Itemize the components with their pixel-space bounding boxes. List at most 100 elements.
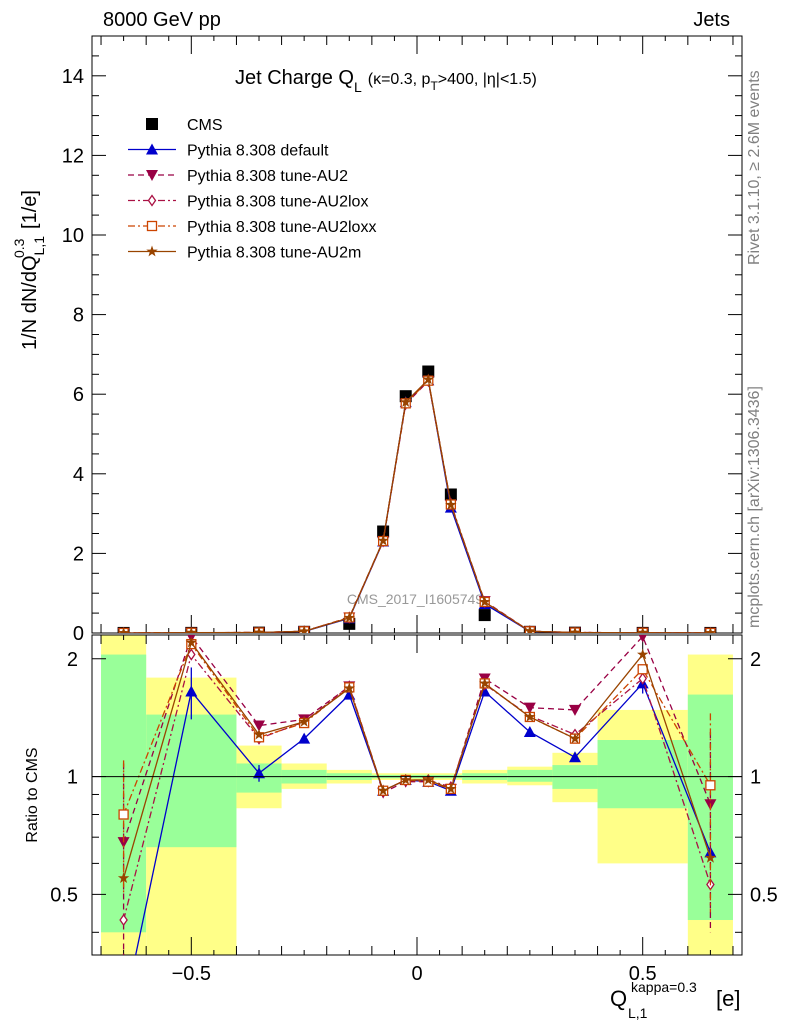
ratio-point-s4 bbox=[185, 636, 197, 648]
legend-label-5: Pythia 8.308 tune-AU2m bbox=[187, 245, 361, 262]
ratio-point-s4 bbox=[445, 782, 457, 794]
legend-marker-3 bbox=[147, 194, 157, 207]
main-y-axis-label: 1/N dN/dQL,10.3 [1/e] bbox=[11, 190, 47, 350]
main-point-s5 bbox=[524, 625, 536, 633]
ratio-point-s4 bbox=[569, 732, 581, 744]
energy-label: 8000 GeV pp bbox=[103, 9, 221, 31]
legend-marker-2 bbox=[146, 170, 158, 181]
main-series-layer bbox=[117, 365, 717, 633]
ratio-line-series-1 bbox=[122, 635, 712, 843]
title-sub-t: T bbox=[430, 79, 438, 93]
main-point-s0 bbox=[478, 609, 491, 622]
x-axis-label: Q L,1 kappa=0.3 [e] bbox=[610, 979, 740, 1021]
legend-label-2: Pythia 8.308 tune-AU2 bbox=[187, 168, 348, 185]
mcplots-label: mcplots.cern.ch [arXiv:1306.3436] bbox=[746, 386, 763, 628]
green-band-1 bbox=[146, 714, 237, 848]
main-axis-ticks: 0 2 4 6 8 10 12 14 bbox=[62, 35, 742, 645]
watermark: CMS_2017_I1605749 bbox=[347, 591, 483, 607]
main-y-tick-label: 14 bbox=[62, 66, 84, 88]
ratio-y-axis-label: Ratio to CMS bbox=[24, 747, 41, 842]
ratio-point-s0 bbox=[298, 732, 311, 744]
main-point-s5 bbox=[569, 626, 581, 633]
ratio-uncertainty-bands bbox=[101, 635, 733, 955]
main-point-s5 bbox=[253, 626, 265, 633]
main-point-s5 bbox=[343, 611, 355, 623]
main-y-tick-label: 12 bbox=[62, 145, 84, 167]
ratio-point-s4 bbox=[253, 728, 265, 740]
ratio-point-s4 bbox=[343, 682, 355, 694]
legend-marker-5 bbox=[146, 245, 158, 257]
svg-text:1/N dN/dQL,10.3 [1/e]: 1/N dN/dQL,10.3 [1/e] bbox=[11, 190, 47, 350]
legend-marker-4 bbox=[146, 220, 158, 232]
main-point-s5 bbox=[479, 596, 491, 607]
main-point-s5 bbox=[445, 498, 457, 510]
main-point-s5 bbox=[185, 626, 197, 633]
legend-marker-0 bbox=[146, 118, 158, 130]
ratio-point-s1 bbox=[568, 704, 581, 716]
svg-text:[e]: [e] bbox=[716, 986, 740, 1011]
ratio-y-tick-label-right: 1 bbox=[750, 767, 761, 789]
main-point-s0 bbox=[422, 365, 435, 378]
ratio-point-s4 bbox=[479, 677, 491, 689]
main-point-s5 bbox=[400, 396, 412, 407]
ratio-point-s3 bbox=[637, 664, 648, 675]
ratio-point-s3 bbox=[705, 780, 716, 791]
main-point-s5 bbox=[422, 373, 434, 385]
ratio-point-s0 bbox=[568, 751, 581, 763]
main-point-s5 bbox=[117, 627, 130, 633]
ratio-point-s2 bbox=[638, 672, 647, 685]
title-rest: (κ=0.3, p bbox=[368, 71, 431, 88]
legend-label-1: Pythia 8.308 default bbox=[187, 143, 329, 160]
ratio-y-tick-label: 0.5 bbox=[50, 884, 78, 906]
main-y-tick-label: 6 bbox=[73, 384, 84, 406]
ratio-point-s1 bbox=[523, 702, 536, 714]
green-band-9 bbox=[597, 740, 688, 809]
svg-text:Q: Q bbox=[610, 986, 627, 1011]
ratio-point-s4 bbox=[704, 851, 717, 863]
legend: CMS Pythia 8.308 default Pythia 8.308 tune… bbox=[128, 117, 376, 262]
main-y-tick-label: 0 bbox=[73, 623, 84, 645]
legend-marker-1 bbox=[146, 143, 158, 155]
main-y-tick-label: 8 bbox=[73, 305, 84, 327]
legend-label-3: Pythia 8.308 tune-AU2lox bbox=[187, 194, 368, 211]
category-label: Jets bbox=[693, 9, 730, 31]
ratio-point-s4 bbox=[637, 648, 649, 660]
legend-label-4: Pythia 8.308 tune-AU2loxx bbox=[187, 219, 376, 236]
green-band-7 bbox=[507, 769, 553, 782]
title-main: Jet Charge Q bbox=[235, 67, 354, 89]
main-point-s5 bbox=[637, 626, 649, 633]
x-tick-label: 0.5 bbox=[629, 963, 657, 985]
ratio-y-tick-label: 2 bbox=[67, 649, 78, 671]
ratio-line-series-3 bbox=[122, 642, 711, 815]
ratio-series-layer bbox=[117, 635, 717, 1017]
ratio-line-series-0 bbox=[135, 682, 712, 955]
x-tick-label: 0 bbox=[411, 963, 422, 985]
svg-text:L,1: L,1 bbox=[628, 1005, 648, 1021]
ratio-point-s3 bbox=[118, 809, 129, 820]
ratio-point-s4 bbox=[298, 715, 310, 727]
main-point-s5 bbox=[298, 625, 310, 633]
legend-label-0: CMS bbox=[187, 117, 223, 134]
title-sub-l: L bbox=[354, 79, 362, 95]
ratio-point-s0 bbox=[253, 767, 266, 779]
svg-text:kappa=0.3: kappa=0.3 bbox=[631, 979, 697, 995]
main-line-series-4 bbox=[123, 379, 711, 633]
ratio-axis-ticks: 0.5 0.5 1 1 2 2 −0.5 0 0.5 bbox=[50, 635, 778, 985]
rivet-label: Rivet 3.1.10, ≥ 2.6M events bbox=[746, 70, 763, 265]
ratio-point-s1 bbox=[638, 635, 647, 643]
ratio-point-s1 bbox=[117, 837, 130, 849]
title-rest2: >400, |η|<1.5) bbox=[438, 71, 537, 88]
ratio-point-s0 bbox=[118, 1006, 130, 1017]
ratio-y-tick-label-right: 2 bbox=[750, 649, 761, 671]
ratio-line-series-4 bbox=[122, 641, 712, 879]
ratio-point-s0 bbox=[523, 725, 536, 737]
main-point-s5 bbox=[704, 626, 717, 633]
main-y-tick-label: 4 bbox=[73, 464, 84, 486]
ratio-point-s1 bbox=[253, 720, 266, 732]
main-point-s0 bbox=[377, 525, 390, 538]
ratio-point-s4 bbox=[400, 774, 412, 785]
ratio-point-s4 bbox=[117, 872, 130, 883]
x-tick-label: −0.5 bbox=[172, 963, 211, 985]
ratio-point-s4 bbox=[524, 711, 536, 722]
